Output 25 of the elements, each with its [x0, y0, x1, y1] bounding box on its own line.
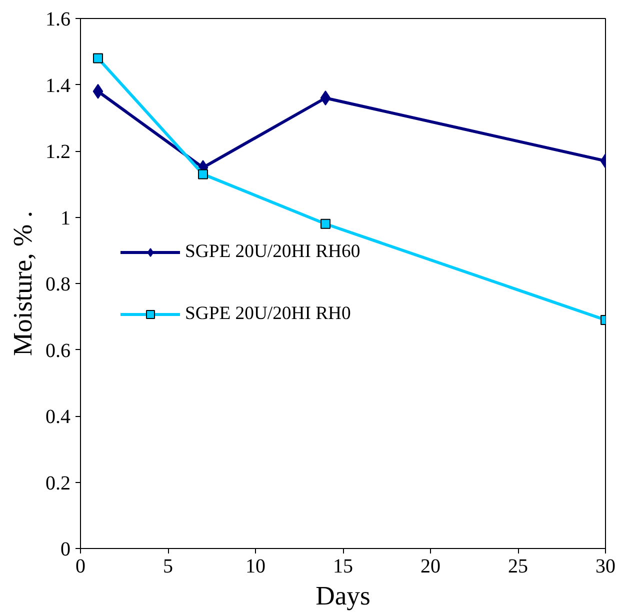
- y-tick-label: 1.4: [46, 74, 70, 97]
- legend-label: SGPE 20U/20HI RH0: [185, 303, 351, 325]
- point: [92, 84, 104, 99]
- x-tick-label: 10: [246, 556, 266, 578]
- y-tick-label: 1.2: [46, 141, 70, 163]
- point: [320, 218, 330, 229]
- point: [320, 90, 331, 106]
- y-axis-title: Moisture, % .: [8, 210, 38, 356]
- x-tick-label: 25: [508, 556, 528, 578]
- legend-label: SGPE 20U/20HI RH60: [185, 241, 360, 263]
- x-tick-label: 20: [420, 556, 440, 578]
- y-tick-label: 0.2: [46, 472, 70, 494]
- x-tick-label: 15: [333, 556, 353, 578]
- y-tick-label: 1.6: [46, 8, 70, 30]
- x-tick-label: 30: [596, 556, 616, 578]
- point: [93, 53, 103, 64]
- point: [198, 169, 208, 180]
- y-tick-label: 0.8: [46, 274, 70, 296]
- y-tick-label: 0: [60, 538, 70, 560]
- y-tick-label: 1: [60, 207, 70, 230]
- x-axis-title: Days: [316, 580, 370, 610]
- y-tick-label: 0.4: [46, 406, 70, 428]
- y-tick-label: 0.6: [46, 340, 70, 362]
- x-tick-label: 0: [76, 556, 86, 578]
- x-tick-label: 5: [163, 556, 173, 578]
